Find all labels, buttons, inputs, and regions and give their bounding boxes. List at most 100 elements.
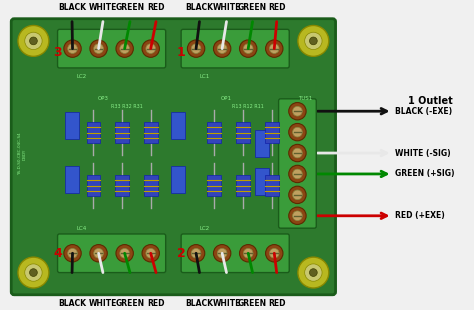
Bar bbox=[65, 112, 79, 140]
Text: WHITE: WHITE bbox=[212, 299, 241, 308]
Text: 3: 3 bbox=[53, 46, 62, 59]
Text: GREEN (+SIG): GREEN (+SIG) bbox=[395, 170, 455, 179]
Circle shape bbox=[116, 40, 133, 57]
Circle shape bbox=[187, 245, 205, 262]
Bar bbox=[255, 168, 269, 195]
Bar bbox=[87, 175, 100, 196]
Text: WHITE: WHITE bbox=[89, 3, 117, 12]
Text: BLACK (-EXE): BLACK (-EXE) bbox=[395, 107, 453, 116]
Circle shape bbox=[68, 248, 77, 258]
Circle shape bbox=[142, 40, 159, 57]
Circle shape bbox=[310, 37, 317, 45]
Text: BLACK: BLACK bbox=[185, 299, 213, 308]
Text: LC4: LC4 bbox=[77, 226, 87, 231]
Circle shape bbox=[120, 44, 129, 53]
Circle shape bbox=[265, 40, 283, 57]
Circle shape bbox=[269, 44, 279, 53]
Circle shape bbox=[187, 40, 205, 57]
Text: WHITE: WHITE bbox=[212, 3, 241, 12]
Text: WHITE (-SIG): WHITE (-SIG) bbox=[395, 148, 451, 157]
FancyBboxPatch shape bbox=[11, 19, 336, 295]
Circle shape bbox=[213, 40, 231, 57]
Circle shape bbox=[191, 44, 201, 53]
Text: YS-D-S0-CBC-04C-S4
DBDY: YS-D-S0-CBC-04C-S4 DBDY bbox=[18, 133, 27, 175]
FancyBboxPatch shape bbox=[57, 29, 166, 68]
Circle shape bbox=[292, 148, 302, 158]
Circle shape bbox=[269, 248, 279, 258]
Text: 2: 2 bbox=[177, 247, 185, 260]
Bar bbox=[172, 112, 185, 140]
Circle shape bbox=[64, 245, 81, 262]
Circle shape bbox=[90, 40, 107, 57]
Text: LC2: LC2 bbox=[77, 74, 87, 79]
Bar bbox=[255, 130, 269, 157]
Circle shape bbox=[18, 257, 49, 288]
Circle shape bbox=[213, 245, 231, 262]
Circle shape bbox=[305, 32, 322, 50]
Circle shape bbox=[289, 123, 306, 141]
Circle shape bbox=[289, 207, 306, 224]
Circle shape bbox=[18, 25, 49, 56]
Bar bbox=[145, 175, 158, 196]
FancyBboxPatch shape bbox=[57, 234, 166, 272]
Circle shape bbox=[94, 44, 103, 53]
Bar bbox=[265, 122, 279, 143]
Text: LC1: LC1 bbox=[199, 74, 210, 79]
Bar bbox=[116, 122, 129, 143]
Text: OP3: OP3 bbox=[98, 96, 109, 101]
Bar bbox=[87, 122, 100, 143]
Circle shape bbox=[243, 248, 253, 258]
Circle shape bbox=[243, 44, 253, 53]
Circle shape bbox=[146, 44, 155, 53]
Circle shape bbox=[239, 245, 257, 262]
Text: TUS1: TUS1 bbox=[299, 96, 313, 101]
Circle shape bbox=[265, 245, 283, 262]
Text: BLACK: BLACK bbox=[58, 299, 86, 308]
Text: RED: RED bbox=[268, 299, 285, 308]
Text: R13 R12 R11: R13 R12 R11 bbox=[232, 104, 264, 109]
Circle shape bbox=[217, 44, 227, 53]
Bar bbox=[236, 122, 250, 143]
Circle shape bbox=[239, 40, 257, 57]
Circle shape bbox=[217, 248, 227, 258]
Bar bbox=[172, 166, 185, 193]
Circle shape bbox=[292, 211, 302, 221]
Circle shape bbox=[289, 144, 306, 162]
Text: GREEN: GREEN bbox=[238, 299, 267, 308]
Text: 4: 4 bbox=[53, 247, 62, 260]
Circle shape bbox=[310, 269, 317, 277]
Text: 1 Outlet: 1 Outlet bbox=[408, 96, 452, 106]
Text: 1: 1 bbox=[177, 46, 185, 59]
Circle shape bbox=[142, 245, 159, 262]
Circle shape bbox=[146, 248, 155, 258]
Circle shape bbox=[298, 257, 329, 288]
Circle shape bbox=[68, 44, 77, 53]
Text: R33 R32 R31: R33 R32 R31 bbox=[111, 104, 143, 109]
Bar bbox=[236, 175, 250, 196]
Text: RED (+EXE): RED (+EXE) bbox=[395, 211, 445, 220]
Text: RED: RED bbox=[268, 3, 285, 12]
Circle shape bbox=[25, 264, 42, 281]
Text: WHITE: WHITE bbox=[89, 299, 117, 308]
Text: BLACK: BLACK bbox=[185, 3, 213, 12]
Text: LC2: LC2 bbox=[199, 226, 210, 231]
Bar bbox=[265, 175, 279, 196]
Text: OP1: OP1 bbox=[221, 96, 232, 101]
Circle shape bbox=[116, 245, 133, 262]
Circle shape bbox=[90, 245, 107, 262]
Text: BLACK: BLACK bbox=[58, 3, 86, 12]
Circle shape bbox=[29, 37, 37, 45]
Text: RED: RED bbox=[147, 299, 165, 308]
Circle shape bbox=[25, 32, 42, 50]
Circle shape bbox=[292, 169, 302, 179]
Bar bbox=[116, 175, 129, 196]
Circle shape bbox=[191, 248, 201, 258]
Text: GREEN: GREEN bbox=[115, 3, 145, 12]
Circle shape bbox=[292, 190, 302, 200]
Circle shape bbox=[289, 186, 306, 204]
Text: GREEN: GREEN bbox=[238, 3, 267, 12]
Circle shape bbox=[305, 264, 322, 281]
Circle shape bbox=[298, 25, 329, 56]
Circle shape bbox=[289, 103, 306, 120]
Bar bbox=[145, 122, 158, 143]
